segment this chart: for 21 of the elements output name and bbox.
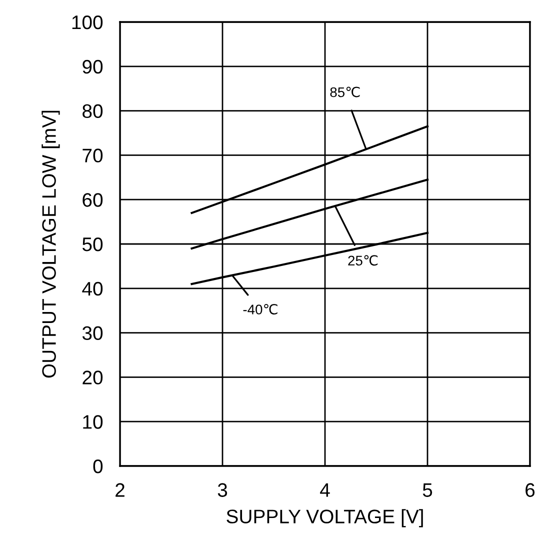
y-tick-label: 100 (72, 15, 103, 30)
y-tick-label: 90 (82, 60, 103, 74)
y-tick-label: 50 (82, 237, 103, 252)
y-tick-label: 10 (83, 415, 103, 429)
annotation: 85℃ (330, 86, 360, 98)
y-tick-label: 40 (82, 282, 103, 296)
annotation: 25℃ (348, 255, 378, 266)
x-tick-label: 6 (526, 483, 535, 497)
x-tick-label: 3 (218, 483, 228, 497)
annotation: -40℃ (243, 304, 278, 314)
y-tick-label: 20 (82, 370, 103, 384)
x-axis-title: SUPPLY VOLTAGE [V] (226, 509, 423, 528)
x-tick-label: 5 (422, 483, 432, 497)
x-tick-label: 2 (116, 483, 124, 497)
x-tick-label: 4 (320, 483, 330, 497)
y-tick-label: 60 (82, 193, 103, 207)
y-tick-label: 0 (93, 459, 103, 474)
y-axis-title: OUTPUT VOLTAGE LOW [mV] (42, 110, 60, 378)
y-tick-label: 70 (82, 148, 103, 162)
y-tick-label: 80 (82, 104, 103, 118)
y-tick-label: 30 (82, 326, 103, 340)
